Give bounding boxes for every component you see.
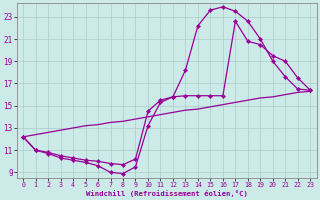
X-axis label: Windchill (Refroidissement éolien,°C): Windchill (Refroidissement éolien,°C) <box>86 190 248 197</box>
